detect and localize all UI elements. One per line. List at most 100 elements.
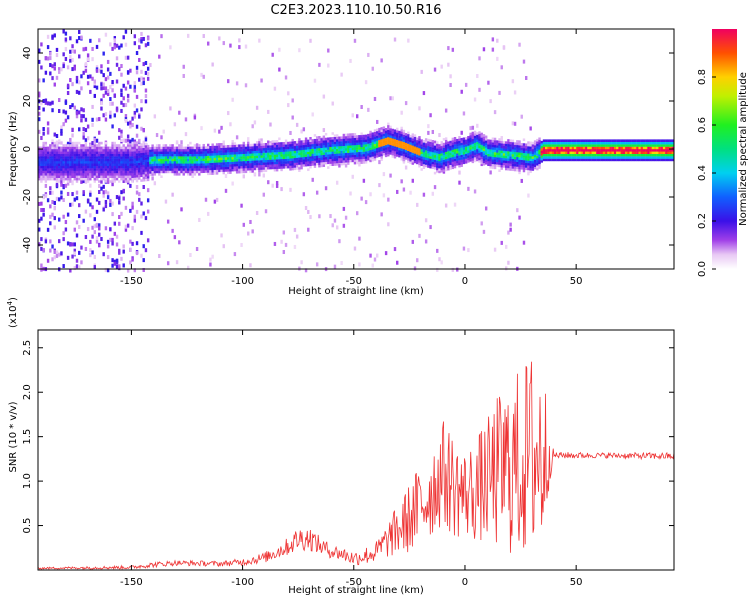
spectrogram-cell (329, 149, 332, 152)
spectrogram-cell (351, 145, 354, 148)
spectrogram-cell (78, 161, 81, 164)
spectrogram-cell (202, 151, 205, 154)
spectrogram-cell (416, 144, 419, 148)
spectrogram-cell (182, 64, 185, 69)
spectrogram-cell (293, 227, 297, 232)
spectrogram-cell (284, 165, 288, 169)
spectrogram-cell (376, 152, 379, 156)
spectrogram-cell (611, 146, 615, 150)
spectrogram-cell (653, 144, 657, 147)
spectrogram-cell (653, 158, 657, 162)
spectrogram-cell (638, 151, 641, 154)
spectrogram-cell (124, 118, 128, 123)
spectrogram-cell (382, 136, 386, 139)
spectrogram-cell (111, 163, 114, 166)
spectrogram-cell (146, 154, 150, 158)
spectrogram-cell (356, 211, 359, 216)
spectrogram-cell (78, 173, 81, 176)
spectrogram-cell (364, 153, 368, 157)
spectrogram-cell (440, 162, 443, 166)
spectrogram-cell (200, 170, 203, 174)
spectrogram-cell (404, 101, 408, 106)
spectrogram-cell (53, 153, 56, 157)
spectrogram-cell (413, 146, 417, 149)
spectrogram-cell (204, 163, 208, 166)
spectrogram-cell (313, 134, 317, 137)
spectrogram-cell (91, 76, 94, 81)
spectrogram-cell (133, 110, 137, 115)
spectrogram-cell (215, 164, 219, 168)
spectrogram-cell (627, 141, 630, 145)
spectrogram-cell (362, 151, 366, 155)
spectrogram-cell (106, 175, 110, 178)
spectrogram-cell (40, 156, 43, 159)
spectrogram-cell (376, 138, 379, 141)
spectrogram-cell (149, 161, 152, 165)
spectrogram-cell (353, 142, 357, 146)
spectrogram-cell (471, 143, 475, 147)
spectrogram-cell (438, 156, 441, 159)
spectrogram-cell (340, 141, 343, 144)
spectrogram-cell (502, 143, 506, 147)
spectrogram-cell (487, 151, 490, 154)
spectrogram-cell (527, 162, 530, 166)
spectrogram-cell (238, 168, 241, 172)
spectrogram-cell (62, 122, 65, 127)
spectrogram-cell (593, 144, 597, 147)
spectrogram-cell (62, 231, 65, 236)
spectrogram-cell (511, 142, 515, 145)
spectrogram-cell (71, 44, 74, 49)
spectrogram-cell (518, 166, 521, 170)
spectrogram-cell (55, 53, 59, 58)
spectrogram-cell (215, 152, 219, 156)
spectrogram-cell (144, 99, 148, 104)
spectrogram-cell (55, 151, 59, 154)
spectrogram-cell (358, 135, 361, 138)
spectrogram-cell (300, 129, 303, 134)
spectrogram-cell (671, 139, 675, 142)
spectrogram-cell (542, 144, 546, 147)
spectrogram-cell (291, 141, 294, 144)
spectrogram-cell (391, 145, 394, 149)
spectrogram-cell (380, 58, 383, 63)
spectrogram-cell (44, 183, 48, 188)
spectrogram-cell (633, 141, 637, 145)
spectrogram-cell (222, 140, 225, 144)
spectrogram-cell (640, 146, 644, 150)
spectrogram-cell (282, 166, 286, 169)
spectrogram-cell (335, 136, 339, 140)
spectrogram-cell (80, 149, 83, 152)
spectrogram-cell (222, 162, 225, 165)
spectrogram-cell (518, 161, 521, 165)
spectrogram-cell (75, 89, 79, 94)
spectrogram-cell (591, 156, 595, 159)
spectrogram-cell (585, 149, 588, 152)
spectrogram-cell (511, 144, 515, 148)
spectrogram-cell (462, 154, 466, 157)
spectrogram-cell (527, 155, 530, 159)
spectrogram-cell (404, 149, 408, 153)
spectrogram-cell (262, 167, 266, 170)
spectrogram-cell (522, 150, 526, 154)
spectrogram-cell (462, 137, 466, 141)
spectrogram-cell (98, 130, 101, 135)
spectrogram-cell (180, 144, 183, 147)
spectrogram-cell (313, 153, 317, 156)
spectrogram-cell (660, 156, 664, 159)
spectrogram-cell (253, 155, 257, 159)
spectrogram-cell (66, 83, 70, 88)
spectrogram-cell (349, 135, 352, 139)
spectrogram-cell (311, 153, 314, 157)
spectrogram-cell (318, 160, 321, 163)
spectrogram-cell (493, 137, 497, 141)
x-tick-label: -100 (231, 276, 254, 287)
spectrogram-cell (111, 149, 114, 152)
spectrogram-cell (625, 139, 628, 142)
spectrogram-cell (189, 163, 192, 166)
spectrogram-cell (411, 133, 414, 136)
spectrogram-cell (389, 149, 392, 153)
spectrogram-cell (602, 146, 606, 150)
spectrogram-cell (440, 143, 443, 147)
spectrogram-cell (146, 188, 150, 193)
spectrogram-cell (164, 149, 168, 152)
